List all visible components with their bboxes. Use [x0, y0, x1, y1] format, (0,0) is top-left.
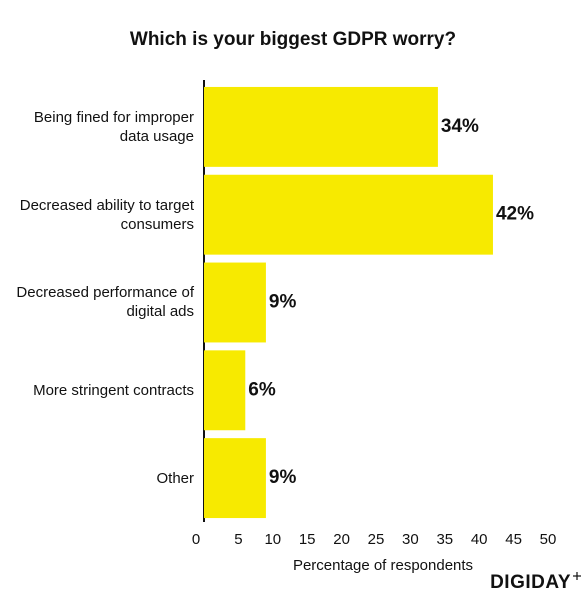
bar — [204, 438, 266, 519]
bar — [204, 262, 266, 343]
x-tick-label: 50 — [540, 531, 557, 548]
value-label: 6% — [248, 379, 276, 400]
x-tick-label: 0 — [192, 531, 200, 548]
chart-title: Which is your biggest GDPR worry? — [130, 29, 456, 50]
brand-logo: DIGIDAY — [490, 572, 571, 593]
category-label: Decreased ability to target consumers — [19, 196, 194, 233]
x-tick-label: 5 — [234, 531, 242, 548]
bar — [204, 86, 438, 167]
x-tick-label: 25 — [368, 531, 385, 548]
x-axis-label: Percentage of respondents — [293, 557, 473, 574]
x-tick-label: 40 — [471, 531, 488, 548]
category-label: More stringent contracts — [33, 381, 194, 399]
value-label: 9% — [269, 292, 297, 313]
bar — [204, 350, 246, 431]
category-label: Being fined for improper data usage — [33, 108, 194, 145]
x-tick-label: 15 — [299, 531, 316, 548]
x-tick-label: 10 — [264, 531, 281, 548]
value-label: 9% — [269, 467, 297, 488]
value-label: 34% — [441, 116, 479, 137]
x-tick-label: 30 — [402, 531, 419, 548]
x-tick-label: 35 — [436, 531, 453, 548]
x-tick-label: 20 — [333, 531, 350, 548]
category-label: Decreased performance of digital ads — [16, 284, 194, 321]
x-tick-label: 45 — [505, 531, 522, 548]
bar — [204, 174, 493, 255]
category-label: Other — [156, 469, 194, 487]
brand-plus — [573, 572, 581, 580]
value-label: 42% — [496, 204, 534, 225]
